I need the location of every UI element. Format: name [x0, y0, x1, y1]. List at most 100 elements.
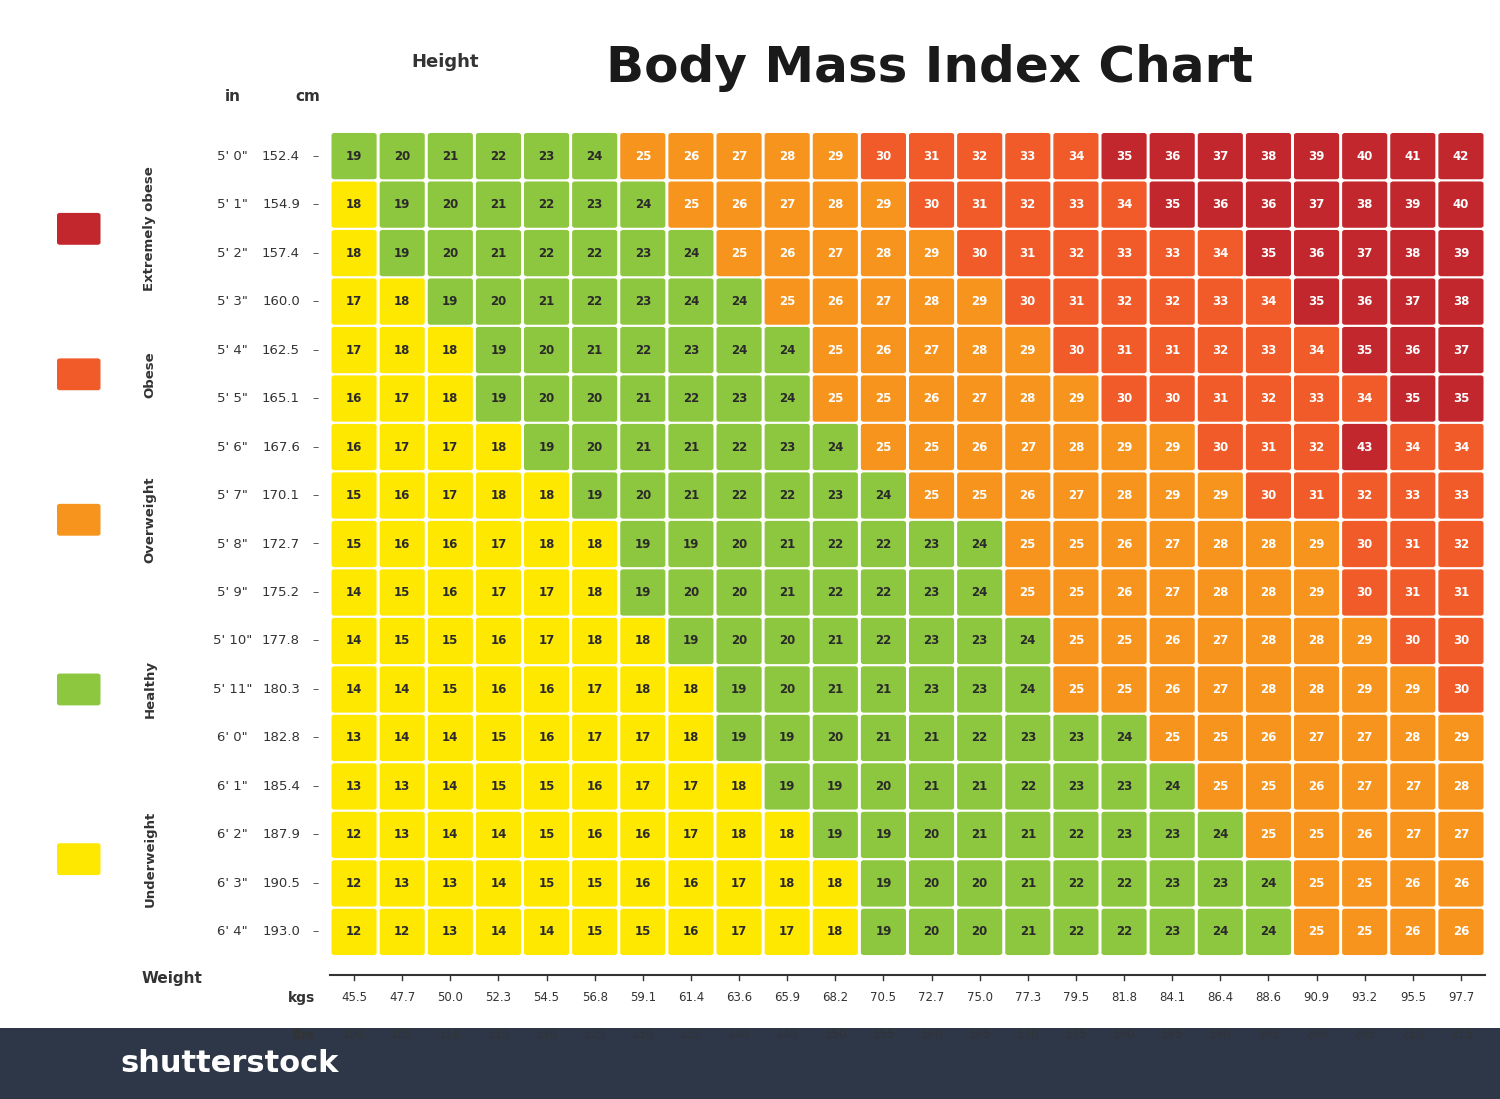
Text: 20: 20 [538, 344, 555, 356]
Text: 24: 24 [972, 586, 988, 599]
Text: Healthy: Healthy [144, 660, 156, 719]
Text: 29: 29 [1164, 489, 1180, 502]
Text: 25: 25 [924, 489, 939, 502]
Text: 29: 29 [1452, 732, 1468, 744]
Text: 157.4: 157.4 [262, 246, 300, 259]
Text: 21: 21 [586, 344, 603, 356]
Text: 22: 22 [586, 246, 603, 259]
Text: 21: 21 [972, 829, 988, 842]
Text: 18: 18 [538, 489, 555, 502]
Text: 22: 22 [538, 198, 555, 211]
Text: 125: 125 [584, 1028, 606, 1041]
Text: 5' 3": 5' 3" [217, 295, 248, 308]
Text: 24: 24 [972, 537, 988, 551]
Text: 33: 33 [1454, 489, 1468, 502]
Text: 21: 21 [778, 586, 795, 599]
Text: 36: 36 [1260, 198, 1276, 211]
Text: 35: 35 [1356, 344, 1372, 356]
Text: 17: 17 [538, 586, 555, 599]
Text: 17: 17 [538, 634, 555, 647]
Text: 30: 30 [1454, 682, 1468, 696]
Text: 25: 25 [827, 392, 843, 406]
Text: 37: 37 [1404, 295, 1420, 308]
Text: 23: 23 [1068, 780, 1084, 793]
Text: 22: 22 [730, 489, 747, 502]
Text: 18: 18 [827, 877, 843, 890]
Text: 20: 20 [778, 634, 795, 647]
Text: 28: 28 [924, 295, 939, 308]
Text: 29: 29 [1164, 441, 1180, 454]
Text: 22: 22 [1068, 925, 1084, 939]
Text: 20: 20 [394, 149, 411, 163]
Text: –: – [312, 149, 318, 163]
Text: 170.1: 170.1 [262, 489, 300, 502]
Text: 27: 27 [730, 149, 747, 163]
Text: 23: 23 [730, 392, 747, 406]
Text: 23: 23 [586, 198, 603, 211]
Text: 97.7: 97.7 [1448, 991, 1474, 1004]
Text: 22: 22 [827, 537, 843, 551]
Text: 135: 135 [680, 1028, 702, 1041]
Text: 35: 35 [1404, 392, 1420, 406]
Text: 21: 21 [682, 441, 699, 454]
Text: 17: 17 [730, 925, 747, 939]
Text: 19: 19 [490, 392, 507, 406]
Text: –: – [312, 537, 318, 551]
Text: 34: 34 [1452, 441, 1468, 454]
Text: in: in [225, 89, 240, 104]
Text: 23: 23 [778, 441, 795, 454]
Text: 154.9: 154.9 [262, 198, 300, 211]
Text: 52.3: 52.3 [486, 991, 512, 1004]
Text: 24: 24 [1020, 682, 1036, 696]
Text: 22: 22 [682, 392, 699, 406]
Text: 33: 33 [1260, 344, 1276, 356]
Text: 34: 34 [1068, 149, 1084, 163]
Text: 28: 28 [1308, 634, 1324, 647]
Text: 30: 30 [1020, 295, 1036, 308]
Text: 172.7: 172.7 [262, 537, 300, 551]
Text: 162.5: 162.5 [262, 344, 300, 356]
Text: 34: 34 [1260, 295, 1276, 308]
Text: 18: 18 [442, 344, 459, 356]
Text: 19: 19 [730, 732, 747, 744]
Text: 22: 22 [1116, 877, 1132, 890]
Text: 28: 28 [1404, 732, 1420, 744]
Text: 22: 22 [876, 634, 891, 647]
Text: 36: 36 [1212, 198, 1228, 211]
Text: 26: 26 [1308, 780, 1324, 793]
Text: 32: 32 [1068, 246, 1084, 259]
Text: –: – [312, 732, 318, 744]
Text: 17: 17 [346, 295, 362, 308]
Text: 31: 31 [1308, 489, 1324, 502]
Text: 29: 29 [1116, 441, 1132, 454]
Text: 37: 37 [1454, 344, 1468, 356]
Text: 40: 40 [1356, 149, 1372, 163]
Text: 16: 16 [634, 877, 651, 890]
Text: 28: 28 [1116, 489, 1132, 502]
Text: 33: 33 [1068, 198, 1084, 211]
Text: 42: 42 [1452, 149, 1468, 163]
Text: 29: 29 [972, 295, 988, 308]
Text: 37: 37 [1212, 149, 1228, 163]
Text: 15: 15 [442, 634, 459, 647]
Text: 15: 15 [586, 877, 603, 890]
Text: 20: 20 [924, 877, 939, 890]
Text: 38: 38 [1404, 246, 1420, 259]
Text: 61.4: 61.4 [678, 991, 703, 1004]
Text: 26: 26 [1164, 634, 1180, 647]
Text: 6' 3": 6' 3" [217, 877, 248, 890]
Text: 105: 105 [392, 1028, 414, 1041]
Text: 17: 17 [346, 344, 362, 356]
Text: 50.0: 50.0 [438, 991, 464, 1004]
Text: 22: 22 [1116, 925, 1132, 939]
Text: 20: 20 [682, 586, 699, 599]
Text: 29: 29 [1356, 682, 1372, 696]
Text: 6' 2": 6' 2" [217, 829, 248, 842]
Text: 32: 32 [1356, 489, 1372, 502]
Text: 17: 17 [682, 780, 699, 793]
Text: 25: 25 [1164, 732, 1180, 744]
Text: 16: 16 [442, 586, 459, 599]
Text: 29: 29 [1356, 634, 1372, 647]
Text: –: – [312, 682, 318, 696]
Text: 18: 18 [682, 732, 699, 744]
